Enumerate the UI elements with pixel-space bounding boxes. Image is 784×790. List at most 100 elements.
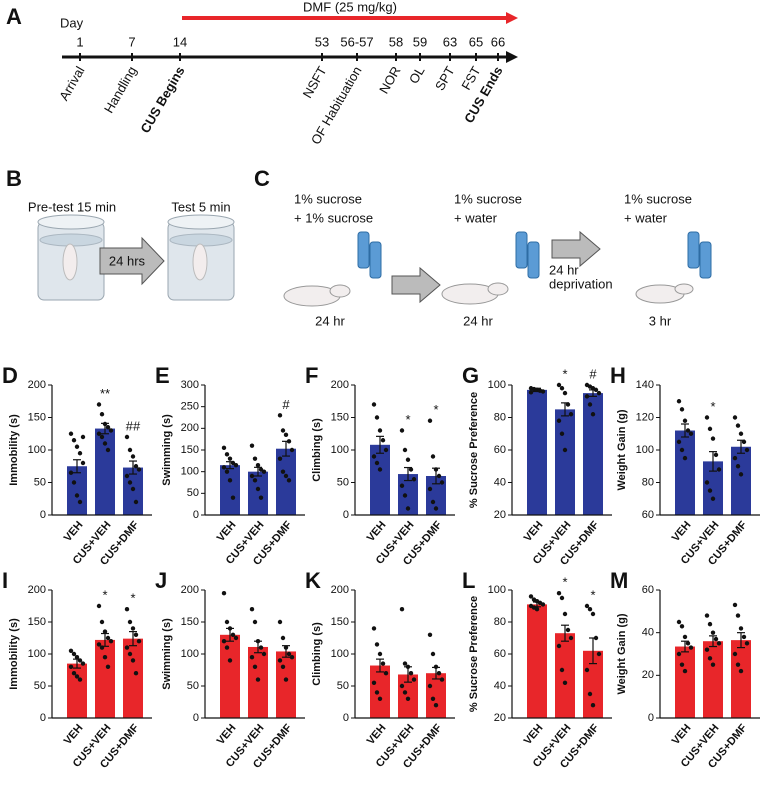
panel-label: K — [305, 568, 321, 593]
data-point — [562, 680, 568, 685]
y-tick-label: 0 — [343, 712, 349, 724]
data-point — [679, 447, 685, 453]
y-tick-label: 50 — [34, 680, 46, 692]
data-point — [374, 460, 380, 466]
event-label: CUS Begins — [137, 64, 187, 136]
bar — [276, 651, 296, 718]
x-tick-label: VEH — [62, 722, 86, 747]
y-tick-label: 100 — [181, 648, 199, 660]
day-number: 14 — [173, 34, 187, 49]
data-point — [371, 626, 377, 631]
data-point — [590, 412, 596, 417]
data-point — [249, 473, 255, 479]
y-tick-label: 60 — [494, 648, 506, 660]
data-point — [68, 664, 74, 669]
data-point — [258, 645, 264, 650]
event-label: NSFT — [300, 64, 330, 101]
data-point — [430, 651, 436, 657]
y-tick-label: 200 — [28, 379, 46, 391]
day-number: 53 — [315, 34, 329, 49]
data-point — [280, 469, 286, 474]
data-point — [735, 613, 741, 618]
y-axis-label: Climbing (s) — [311, 622, 323, 686]
event-label: SPT — [432, 64, 458, 93]
data-point — [534, 607, 540, 612]
x-tick-label: VEH — [62, 519, 86, 544]
data-point — [433, 703, 439, 708]
data-point — [102, 421, 108, 427]
data-point — [227, 456, 233, 461]
data-point — [399, 683, 405, 689]
data-point — [221, 465, 227, 470]
data-point — [704, 647, 710, 652]
data-point — [124, 473, 130, 479]
data-point — [593, 387, 599, 393]
data-point — [738, 668, 744, 674]
panel-label: M — [610, 568, 628, 593]
data-point — [399, 428, 405, 433]
bar — [248, 471, 268, 515]
rat-and-bottles — [283, 282, 694, 307]
data-point — [402, 493, 408, 498]
event-label: OL — [406, 64, 428, 87]
data-point — [133, 499, 139, 505]
data-point — [71, 651, 77, 657]
y-axis-label: Swimming (s) — [161, 414, 173, 486]
y-axis-label: Immobility (s) — [8, 618, 20, 690]
data-point — [383, 671, 389, 676]
treatment-arrowhead — [506, 12, 518, 24]
y-tick-label: 100 — [181, 466, 199, 478]
data-point — [676, 651, 682, 657]
data-point — [105, 425, 111, 430]
data-point — [286, 478, 292, 483]
stage-text: 1% sucrose — [624, 191, 692, 206]
data-point — [707, 488, 713, 493]
day-number: 63 — [443, 34, 457, 49]
y-tick-label: 100 — [636, 444, 654, 456]
event-label: Arrival — [56, 64, 87, 103]
data-point — [380, 661, 386, 666]
y-tick-label: 100 — [28, 444, 46, 456]
data-point — [71, 671, 77, 676]
data-point — [596, 390, 602, 396]
bar — [95, 639, 115, 718]
stage-text: + water — [454, 210, 498, 225]
data-point — [399, 607, 405, 612]
data-point — [74, 655, 80, 660]
bar — [123, 638, 143, 718]
y-tick-label: 60 — [494, 444, 506, 456]
data-point — [377, 467, 383, 472]
data-point — [559, 595, 565, 601]
data-point — [283, 432, 289, 438]
data-point — [136, 639, 142, 644]
significance: ## — [126, 418, 141, 433]
data-point — [233, 635, 239, 641]
significance: * — [562, 366, 567, 381]
data-point — [436, 473, 442, 479]
y-tick-label: 150 — [331, 411, 349, 423]
data-point — [99, 434, 105, 440]
data-point — [286, 651, 292, 657]
data-point — [735, 662, 741, 667]
bar — [731, 446, 751, 515]
data-point — [427, 632, 433, 637]
data-point — [224, 645, 230, 650]
data-point — [408, 467, 414, 472]
data-point — [71, 480, 77, 485]
data-point — [283, 645, 289, 650]
day-number: 1 — [76, 34, 83, 49]
deprivation-text: 24 hr — [549, 262, 579, 277]
data-point — [408, 671, 414, 676]
data-point — [383, 447, 389, 453]
data-point — [732, 651, 738, 657]
y-tick-label: 100 — [488, 584, 506, 596]
x-tick-label: VEH — [522, 519, 546, 544]
day-number: 7 — [128, 34, 135, 49]
data-point — [433, 506, 439, 511]
data-point — [258, 495, 264, 500]
panel-label: B — [6, 166, 22, 191]
data-point — [80, 661, 86, 666]
stage-text: 1% sucrose — [294, 191, 362, 206]
y-axis-label: Swimming (s) — [161, 618, 173, 690]
data-point — [540, 602, 546, 607]
